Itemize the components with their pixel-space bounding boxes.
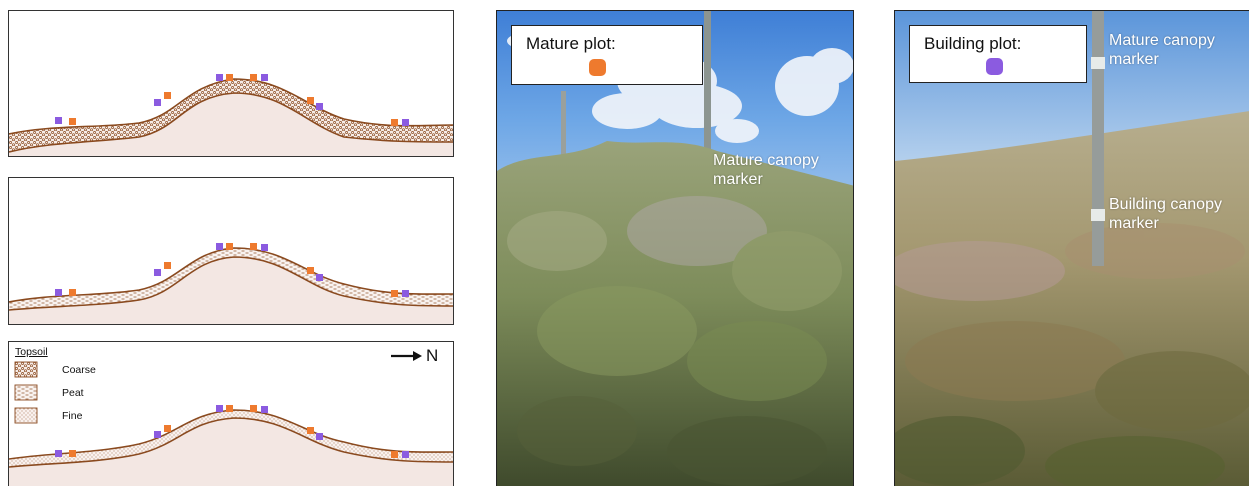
mature-plot-marker: [307, 267, 314, 274]
mature-plot-marker: [250, 74, 257, 81]
soil-top-line: [9, 409, 453, 460]
building-plot-marker: [261, 406, 268, 413]
building-plot-marker: [154, 99, 161, 106]
building-plot-marker: [402, 119, 409, 126]
ground-body: [9, 257, 453, 324]
mature-plot-swatch: [589, 59, 606, 76]
soil-top-line: [9, 247, 453, 303]
marker-pole: [704, 11, 711, 241]
mature-plot-marker: [391, 119, 398, 126]
topsoil-layer: [9, 410, 453, 467]
mature-plot-marker: [164, 262, 171, 269]
legend-swatch-coarse: [14, 361, 38, 378]
plot-markers: [55, 74, 409, 126]
cross-section-peat: [8, 177, 454, 325]
building-plot-marker: [316, 433, 323, 440]
legend-swatch-peat: [14, 384, 38, 401]
mature-plot-marker: [391, 451, 398, 458]
mature-plot-marker: [164, 92, 171, 99]
building-plot-marker: [154, 431, 161, 438]
legend-label-fine: Fine: [62, 410, 83, 422]
building-plot-marker: [216, 74, 223, 81]
mature-plot-marker: [391, 290, 398, 297]
soil-bottom-line: [9, 92, 453, 153]
building-plot-marker: [216, 243, 223, 250]
mature-plot-marker: [307, 427, 314, 434]
building-plot-marker: [316, 274, 323, 281]
topsoil-layer: [9, 248, 453, 310]
mature-plot-label-box: Mature plot:: [511, 25, 703, 85]
ground-body: [9, 93, 453, 156]
mature-plot-marker: [307, 97, 314, 104]
legend-title: Topsoil: [15, 346, 48, 358]
ground-body: [9, 418, 453, 486]
mature-plot-marker: [250, 405, 257, 412]
building-plot-marker: [402, 290, 409, 297]
mature-plot-marker: [69, 118, 76, 125]
marker-pole: [561, 91, 566, 181]
mature-plot-marker: [69, 450, 76, 457]
legend-label-coarse: Coarse: [62, 364, 96, 376]
mature-plot-marker: [69, 289, 76, 296]
soil-bottom-line: [9, 256, 453, 311]
mature-canopy-marker-label: Mature canopy marker: [1109, 32, 1215, 68]
building-plot-marker: [316, 103, 323, 110]
north-arrow-icon: [391, 351, 422, 361]
plot-markers: [55, 243, 409, 297]
building-canopy-marker-label: Building canopy marker: [1109, 196, 1222, 232]
building-plot-label: Building plot:: [924, 34, 1022, 53]
building-plot-marker: [55, 289, 62, 296]
building-plot-marker: [216, 405, 223, 412]
building-plot-marker: [55, 450, 62, 457]
mature-plot-marker: [164, 425, 171, 432]
mature-plot-marker: [250, 243, 257, 250]
building-plot-marker: [261, 244, 268, 251]
marker-pole: [1092, 11, 1104, 266]
building-plot-marker: [402, 451, 409, 458]
building-plot-marker: [261, 74, 268, 81]
photo-mature-plot: Mature plot: Mature canopy marker: [496, 10, 854, 486]
cross-section-fine: Topsoil Coarse Peat Fine N: [8, 341, 454, 486]
building-plot-swatch: [986, 58, 1003, 75]
mature-plot-marker: [226, 74, 233, 81]
north-label: N: [426, 346, 439, 365]
cross-section-coarse: [8, 10, 454, 157]
building-plot-marker: [154, 269, 161, 276]
mature-plot-label: Mature plot:: [526, 34, 616, 53]
legend-swatch-fine: [14, 407, 38, 424]
mature-canopy-band: [1091, 57, 1105, 69]
legend-label-peat: Peat: [62, 387, 84, 399]
building-plot-marker: [55, 117, 62, 124]
building-canopy-band: [1091, 209, 1105, 221]
heather-texture: [507, 196, 842, 486]
plot-markers: [55, 405, 409, 458]
mature-plot-marker: [226, 243, 233, 250]
soil-bottom-line: [9, 417, 453, 468]
photo-building-plot: Building plot: Mature canopy marker Buil…: [894, 10, 1249, 486]
topsoil-layer: [9, 79, 453, 152]
heather-texture: [895, 223, 1249, 486]
building-plot-label-box: Building plot:: [909, 25, 1087, 83]
soil-top-line: [9, 78, 453, 135]
mature-plot-marker: [226, 405, 233, 412]
mature-canopy-marker-label: Mature canopy marker: [713, 152, 819, 188]
